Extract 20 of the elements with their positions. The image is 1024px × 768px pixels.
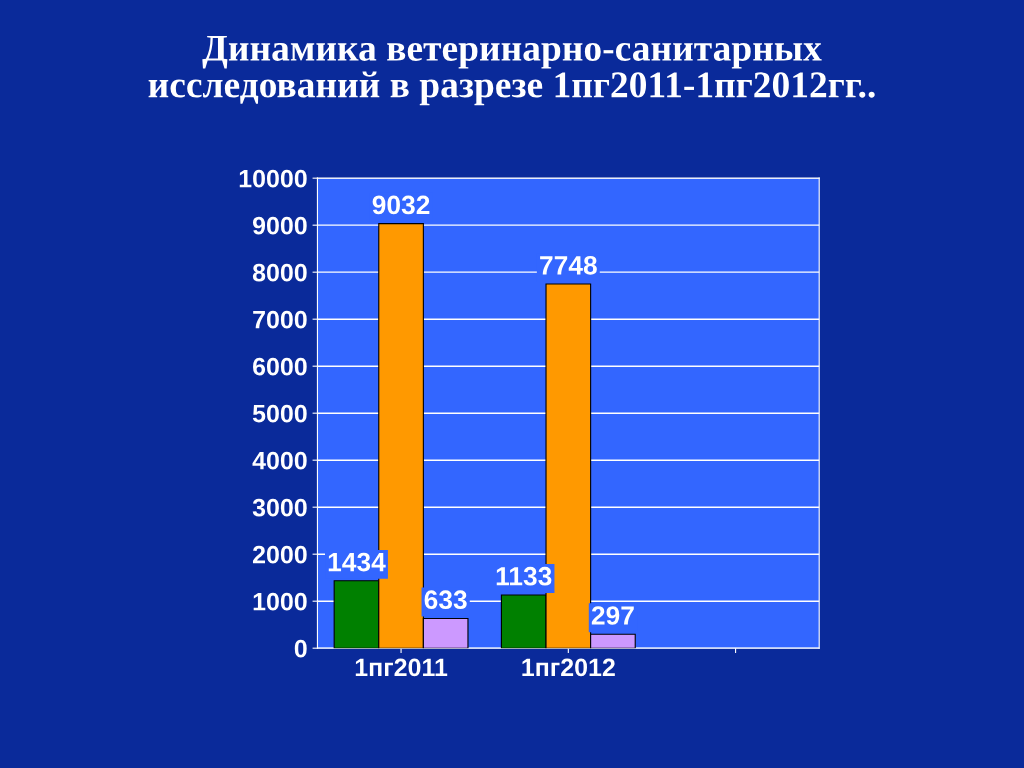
y-tick-label: 5000 <box>252 404 307 423</box>
y-tick-label: 3000 <box>252 498 307 517</box>
y-tick-label: 9000 <box>252 216 307 235</box>
y-tick-label: 2000 <box>252 545 307 564</box>
y-tick-label: 1000 <box>253 592 307 611</box>
x-tick-label: 1пг2011 <box>355 658 448 677</box>
y-tick-label: 8000 <box>252 263 307 282</box>
data-label: 1434 <box>328 552 386 572</box>
chart-title: Динамика ветеринарно-санитарных исследований в разрезе 1пг2011-1пг2012гг.. <box>148 36 875 106</box>
data-label: 7748 <box>540 255 597 275</box>
data-label: 1133 <box>496 566 552 586</box>
y-tick-label: 10000 <box>239 169 307 188</box>
x-tick-label: 1пг2012 <box>522 658 615 677</box>
y-tick-label: 7000 <box>253 310 307 329</box>
data-label: 9032 <box>372 195 430 215</box>
y-tick-label: 6000 <box>253 357 307 376</box>
data-label: 633 <box>424 590 467 610</box>
y-tick-label: 0 <box>294 639 307 658</box>
y-tick-label: 4000 <box>252 451 307 470</box>
data-label: 297 <box>591 606 634 625</box>
